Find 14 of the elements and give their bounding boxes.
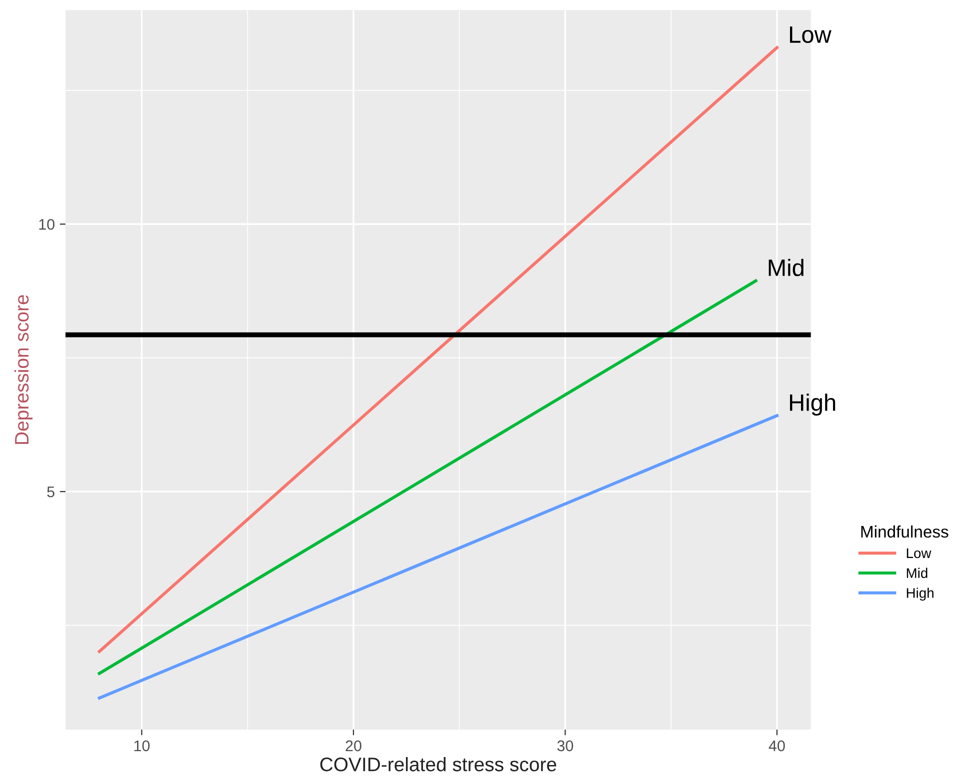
x-tick-label: 20 [346, 740, 362, 752]
y-tick-label: 5 [47, 486, 54, 498]
text: Mid [768, 258, 804, 276]
text: High [790, 394, 836, 416]
legend-label: Low [906, 548, 932, 558]
y-axis-title: Depression score [14, 295, 33, 444]
legend-label: High [906, 588, 934, 601]
x-tick-label: 40 [768, 740, 785, 752]
text: Low [790, 26, 832, 43]
x-tick-label: 30 [557, 740, 574, 752]
x-tick-label: 10 [134, 740, 150, 752]
legend-title: Mindfulness [861, 525, 948, 538]
legend-label: Mid [906, 568, 928, 578]
x-axis-title: COVID-related stress score [320, 757, 556, 772]
